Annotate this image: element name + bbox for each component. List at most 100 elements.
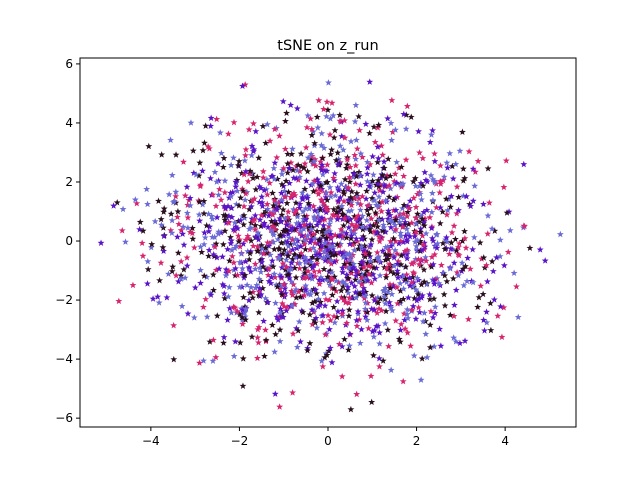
scatter-point-series-2 xyxy=(254,334,262,341)
scatter-point-series-3 xyxy=(358,235,366,243)
scatter-point-series-3 xyxy=(452,286,460,294)
scatter-point-series-1 xyxy=(376,272,384,279)
scatter-point-series-3 xyxy=(363,170,371,177)
scatter-point-series-3 xyxy=(316,250,324,258)
scatter-point-series-1 xyxy=(158,221,165,228)
scatter-point-series-1 xyxy=(370,333,378,340)
scatter-point-series-1 xyxy=(362,299,370,306)
scatter-point-series-4 xyxy=(414,210,421,217)
scatter-point-series-1 xyxy=(293,167,301,174)
scatter-point-series-1 xyxy=(388,306,396,314)
scatter-point-series-4 xyxy=(390,196,398,203)
scatter-point-series-2 xyxy=(316,280,323,288)
scatter-point-series-4 xyxy=(270,245,278,253)
scatter-point-series-1 xyxy=(291,288,299,295)
scatter-point-series-4 xyxy=(363,259,371,267)
scatter-point-series-3 xyxy=(343,229,350,237)
scatter-point-series-1 xyxy=(247,224,255,231)
scatter-point-series-1 xyxy=(199,201,207,208)
scatter-point-series-1 xyxy=(242,305,250,312)
scatter-point-series-3 xyxy=(225,212,233,220)
scatter-point-series-4 xyxy=(239,355,247,362)
scatter-point-series-2 xyxy=(251,260,259,268)
scatter-point-series-4 xyxy=(474,303,482,311)
scatter-point-series-1 xyxy=(396,218,404,226)
scatter-point-series-2 xyxy=(322,295,330,303)
scatter-point-series-4 xyxy=(252,186,260,193)
scatter-point-series-3 xyxy=(314,239,322,247)
scatter-point-series-3 xyxy=(361,247,369,254)
scatter-point-series-1 xyxy=(329,111,337,119)
scatter-point-series-2 xyxy=(349,251,357,259)
scatter-point-series-2 xyxy=(330,210,337,218)
scatter-point-series-3 xyxy=(298,307,306,314)
scatter-point-series-1 xyxy=(210,241,218,249)
scatter-point-series-4 xyxy=(368,398,376,406)
scatter-point-series-4 xyxy=(292,294,300,301)
scatter-point-series-1 xyxy=(374,202,382,209)
scatter-point-series-2 xyxy=(392,317,400,324)
scatter-point-series-1 xyxy=(345,264,353,271)
scatter-point-series-2 xyxy=(292,162,300,170)
scatter-point-series-1 xyxy=(335,155,343,163)
scatter-point-series-4 xyxy=(426,321,434,328)
scatter-point-series-4 xyxy=(342,164,350,172)
scatter-point-series-4 xyxy=(240,221,248,228)
scatter-point-series-1 xyxy=(344,251,352,258)
scatter-point-series-3 xyxy=(184,310,192,317)
scatter-point-series-2 xyxy=(377,142,385,149)
scatter-point-series-4 xyxy=(379,171,386,179)
scatter-point-series-4 xyxy=(242,316,249,323)
scatter-point-series-1 xyxy=(361,305,369,312)
scatter-point-series-4 xyxy=(310,187,317,195)
scatter-point-series-4 xyxy=(382,291,389,298)
scatter-point-series-4 xyxy=(448,162,456,170)
scatter-point-series-1 xyxy=(556,230,564,238)
scatter-point-series-2 xyxy=(404,329,412,336)
scatter-point-series-1 xyxy=(320,253,328,261)
scatter-point-series-1 xyxy=(309,244,317,251)
scatter-point-series-3 xyxy=(403,237,411,245)
scatter-point-series-1 xyxy=(506,226,514,234)
scatter-point-series-4 xyxy=(274,175,281,183)
scatter-point-series-2 xyxy=(338,293,345,301)
scatter-point-series-1 xyxy=(345,207,352,215)
scatter-point-series-1 xyxy=(288,278,295,285)
scatter-point-series-2 xyxy=(412,203,420,211)
scatter-point-series-3 xyxy=(339,268,347,276)
scatter-point-series-3 xyxy=(220,202,228,210)
scatter-point-series-3 xyxy=(418,292,426,299)
scatter-point-series-1 xyxy=(423,353,431,361)
scatter-point-series-3 xyxy=(230,226,237,233)
scatter-point-series-3 xyxy=(220,333,228,341)
scatter-point-series-4 xyxy=(385,193,393,200)
y-tick-label: 0 xyxy=(65,234,73,248)
scatter-point-series-3 xyxy=(217,229,225,236)
scatter-point-series-1 xyxy=(324,252,332,259)
scatter-point-series-1 xyxy=(388,290,396,298)
scatter-point-series-3 xyxy=(251,211,259,219)
scatter-point-series-3 xyxy=(273,313,281,320)
scatter-point-series-3 xyxy=(374,143,382,150)
scatter-point-series-4 xyxy=(283,109,290,117)
scatter-point-series-2 xyxy=(436,189,444,196)
scatter-point-series-2 xyxy=(403,102,411,110)
scatter-point-series-2 xyxy=(236,236,243,243)
scatter-point-series-1 xyxy=(252,284,260,291)
scatter-point-series-2 xyxy=(129,281,137,289)
scatter-point-series-4 xyxy=(420,266,428,273)
scatter-point-series-4 xyxy=(386,284,394,292)
scatter-point-series-3 xyxy=(265,212,273,219)
scatter-point-series-4 xyxy=(205,252,213,260)
scatter-point-series-4 xyxy=(210,286,217,294)
scatter-point-series-1 xyxy=(271,175,278,183)
scatter-point-series-2 xyxy=(281,193,289,201)
scatter-point-series-3 xyxy=(335,186,343,194)
scatter-point-series-1 xyxy=(363,316,371,324)
scatter-point-series-2 xyxy=(453,210,461,217)
scatter-point-series-2 xyxy=(263,191,271,198)
scatter-point-series-1 xyxy=(404,314,412,322)
scatter-point-series-3 xyxy=(271,159,279,166)
scatter-point-series-4 xyxy=(326,252,334,260)
scatter-point-series-2 xyxy=(170,321,178,329)
